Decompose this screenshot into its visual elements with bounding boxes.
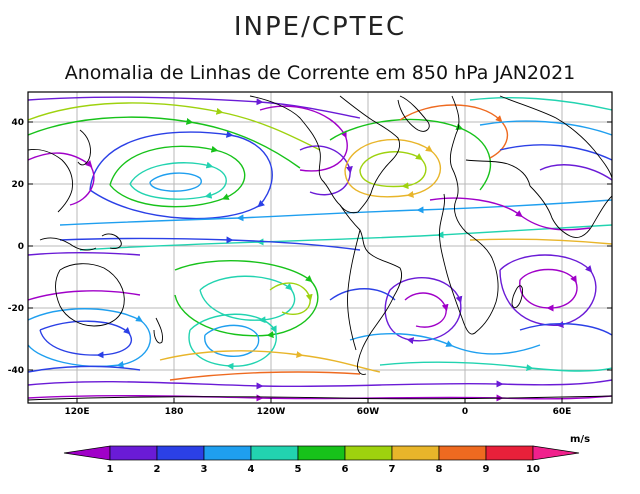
colorbar-segment — [297, 445, 346, 461]
colorbar-label: 6 — [342, 464, 349, 475]
lon-axis: 120E 180 120W 60W 0 60E — [65, 398, 572, 417]
colorbar-segment — [109, 445, 158, 461]
colorbar-segment — [391, 445, 440, 461]
colorbar-label: 9 — [483, 464, 490, 475]
colorbar-segment — [532, 445, 580, 461]
colorbar-label: 3 — [201, 464, 208, 475]
colorbar-label: 8 — [436, 464, 443, 475]
org-title: INPE/CPTEC — [233, 12, 407, 42]
lon-tick-60w: 60W — [357, 407, 380, 417]
colorbar-segment — [250, 445, 299, 461]
lat-tick-m20: -20 — [8, 304, 24, 314]
colorbar: m/s 1 2 3 4 5 6 7 8 9 10 — [63, 434, 590, 475]
coastlines — [28, 95, 612, 401]
lon-tick-180: 180 — [165, 407, 184, 417]
colorbar-label: 1 — [107, 464, 114, 475]
lon-tick-60e: 60E — [553, 407, 572, 417]
colorbar-unit: m/s — [570, 434, 590, 445]
colorbar-label: 4 — [248, 464, 255, 475]
lon-tick-120e: 120E — [65, 407, 90, 417]
colorbar-label: 7 — [389, 464, 396, 475]
colorbar-label: 10 — [526, 464, 540, 475]
colorbar-segment — [156, 445, 205, 461]
colorbar-segment — [438, 445, 487, 461]
lon-tick-0: 0 — [462, 407, 468, 417]
map-title: Anomalia de Linhas de Corrente em 850 hP… — [64, 62, 576, 84]
colorbar-segment — [344, 445, 393, 461]
colorbar-segment — [203, 445, 252, 461]
colorbar-segment — [485, 445, 534, 461]
colorbar-segment — [63, 445, 111, 461]
lat-tick-20: 20 — [11, 180, 24, 190]
lat-tick-40: 40 — [11, 118, 24, 128]
lat-axis: 40 20 0 -20 -40 — [8, 118, 612, 376]
colorbar-label: 5 — [295, 464, 302, 475]
lon-tick-120w: 120W — [257, 407, 286, 417]
map-frame — [27, 91, 613, 404]
lat-tick-m40: -40 — [8, 366, 24, 376]
streamlines — [28, 96, 612, 402]
lat-tick-0: 0 — [18, 242, 24, 252]
colorbar-label: 2 — [154, 464, 161, 475]
